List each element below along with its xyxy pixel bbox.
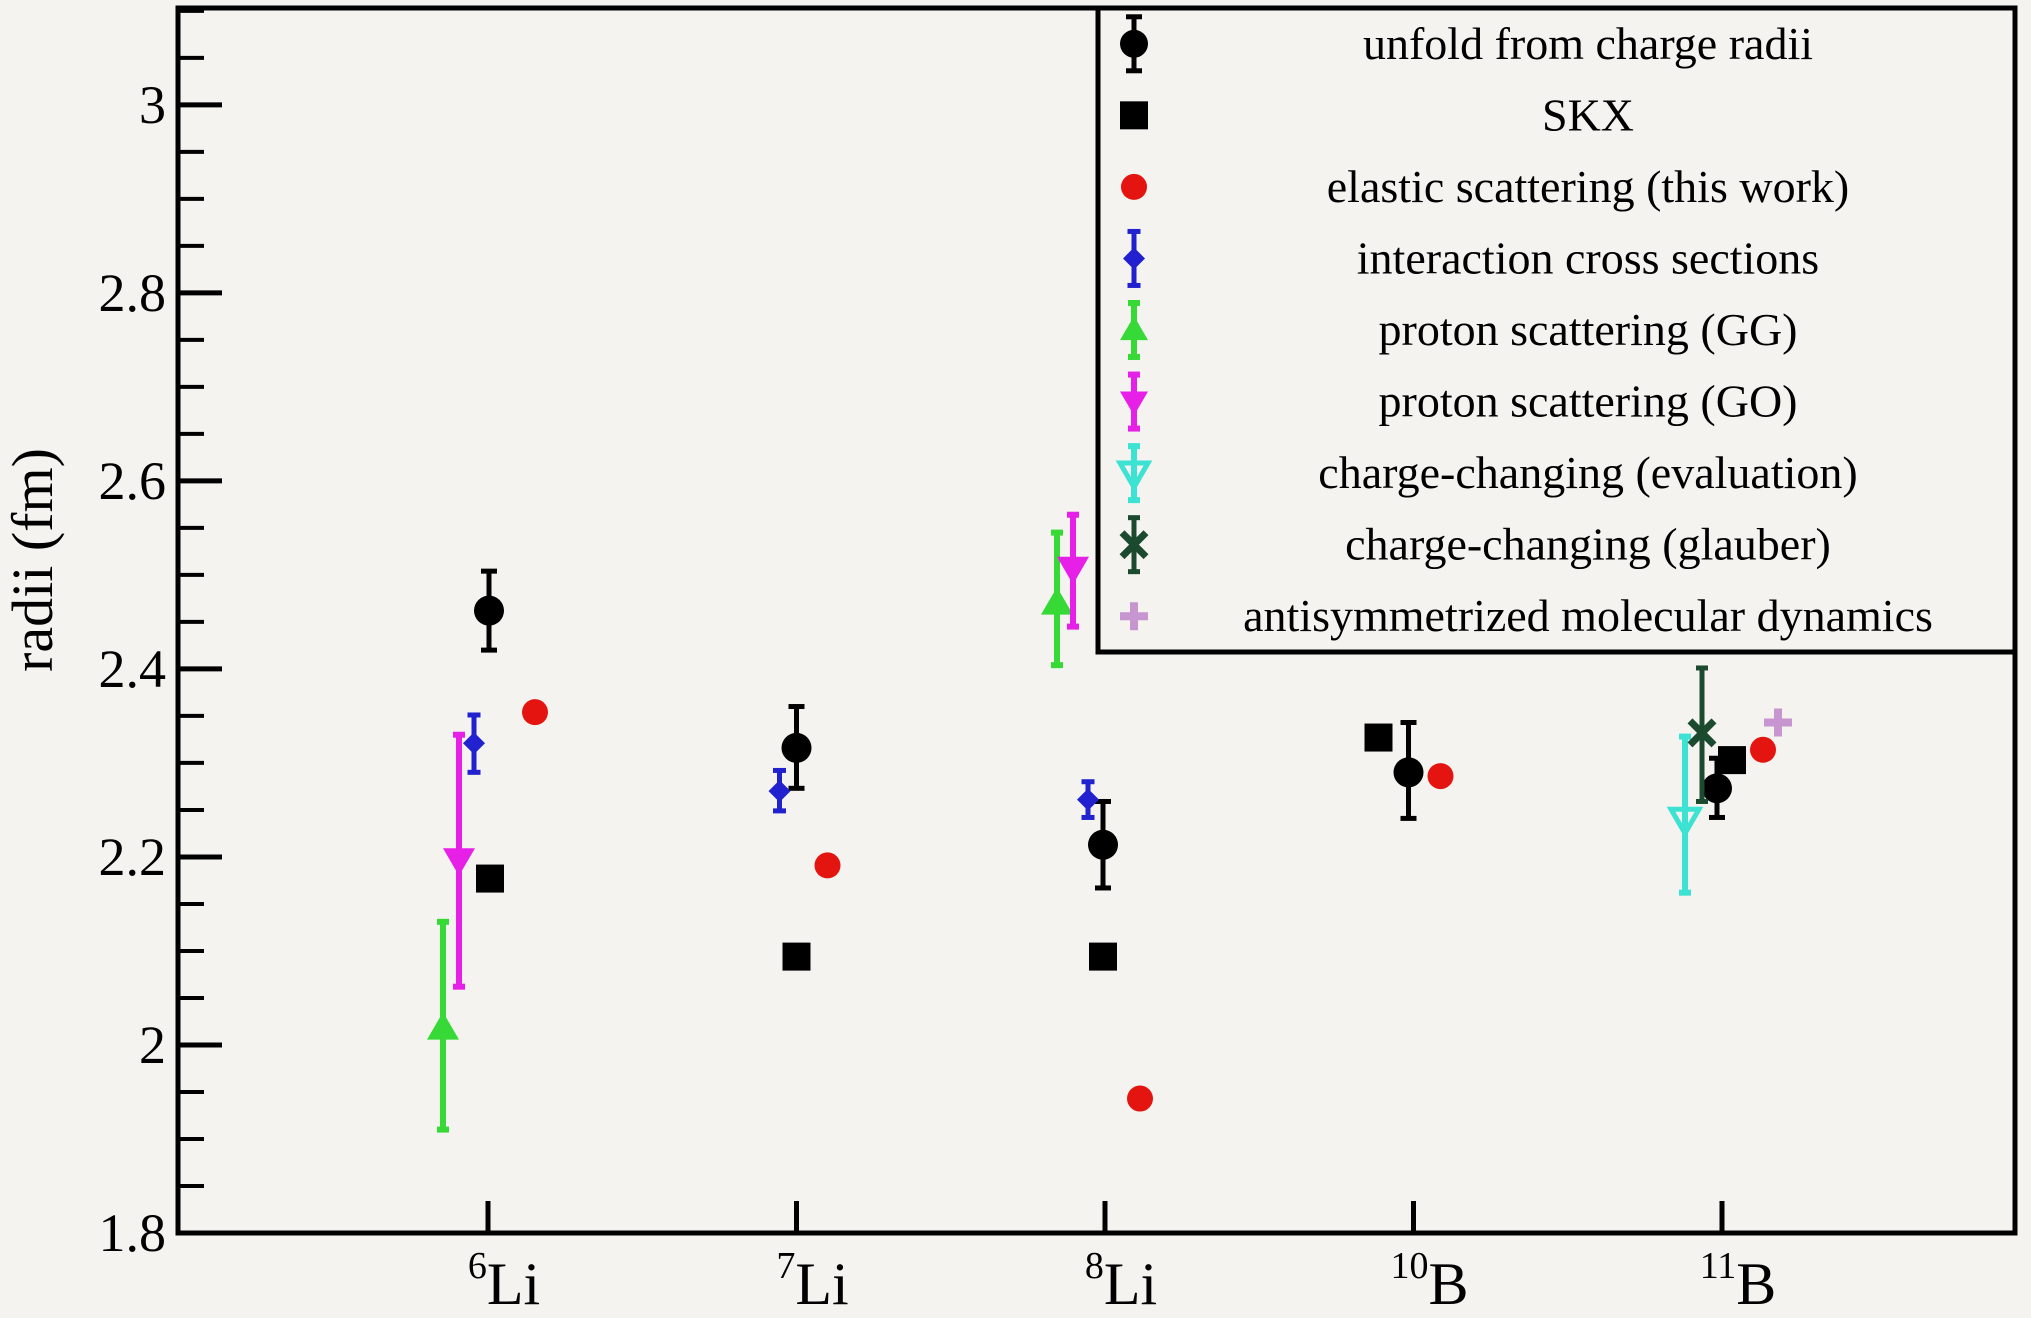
marker-circle (781, 732, 812, 763)
marker-square (782, 942, 811, 971)
legend-label: charge-changing (glauber) (1345, 519, 1831, 570)
legend-label: SKX (1542, 89, 1634, 140)
marker-triangle-down (443, 848, 475, 876)
marker-triangle-up (1120, 316, 1148, 341)
marker-x-cross (1119, 530, 1149, 560)
marker-diamond (463, 732, 485, 755)
marker-triangle-up (1041, 587, 1073, 615)
marker-square (1120, 101, 1148, 130)
marker-triangle-down (1120, 391, 1148, 416)
marker-circle (1702, 773, 1732, 804)
marker-square (1089, 942, 1117, 971)
marker-diamond (1077, 788, 1099, 811)
marker-circle (474, 595, 504, 626)
category-label: 8Li (1085, 1245, 1157, 1317)
y-tick-label: 2.2 (99, 827, 167, 887)
marker-square (476, 864, 504, 893)
series-triangle-up (427, 529, 1073, 1133)
marker-square (1718, 746, 1746, 775)
series-circle (522, 699, 1776, 1112)
legend-label: proton scattering (GO) (1379, 376, 1798, 427)
marker-circle (1750, 736, 1776, 763)
category-label: 11B (1700, 1245, 1777, 1317)
marker-x-cross (1687, 718, 1717, 748)
series-x-cross (1687, 665, 1717, 804)
legend-label: unfold from charge radii (1363, 18, 1813, 69)
marker-square (1364, 723, 1393, 752)
series-circle (474, 568, 1732, 891)
series-triangle-down (443, 511, 1089, 990)
legend-label: elastic scattering (this work) (1327, 161, 1849, 212)
marker-triangle-down-open (1115, 460, 1153, 493)
marker-circle (522, 699, 548, 726)
marker-circle (1427, 763, 1454, 790)
marker-circle (814, 852, 841, 879)
y-tick-label: 3 (139, 75, 166, 135)
y-tick-label: 2.8 (99, 263, 167, 323)
marker-circle (1393, 757, 1424, 788)
y-tick-label: 1.8 (99, 1203, 167, 1263)
series-plus (1764, 708, 1792, 737)
legend-label: charge-changing (evaluation) (1318, 447, 1857, 498)
y-tick-label: 2 (139, 1015, 166, 1075)
series-square (476, 723, 1746, 971)
chart-generated-content: 1.8 2 2.2 2.4 2.6 2.8 3 6Li 7Li 8Li 10B 11B unfold f… (99, 5, 2018, 1317)
marker-circle (1120, 29, 1148, 58)
marker-circle (1088, 829, 1118, 860)
marker-triangle-down (1057, 556, 1089, 585)
legend-label: proton scattering (GG) (1379, 304, 1798, 355)
category-label: 6Li (468, 1245, 540, 1317)
legend: unfold from charge radii SKX elastic scatt… (1095, 5, 2018, 655)
series-diamond (463, 712, 1099, 820)
y-tick-label: 2.4 (99, 639, 167, 699)
marker-circle (1127, 1085, 1153, 1112)
series-triangle-down-open (1666, 733, 1704, 896)
y-tick-label: 2.6 (99, 451, 167, 511)
marker-diamond (768, 780, 791, 803)
marker-diamond (1123, 247, 1145, 270)
category-label: 7Li (776, 1245, 848, 1317)
category-label: 10B (1390, 1245, 1468, 1317)
y-axis-title: radii (fm) (0, 448, 65, 672)
marker-triangle-up (427, 1012, 459, 1040)
legend-box (1095, 5, 2018, 655)
marker-triangle-down-open (1666, 806, 1704, 839)
legend-label: interaction cross sections (1357, 232, 1819, 283)
marker-circle (1121, 173, 1147, 200)
legend-label: antisymmetrized molecular dynamics (1243, 590, 1933, 641)
